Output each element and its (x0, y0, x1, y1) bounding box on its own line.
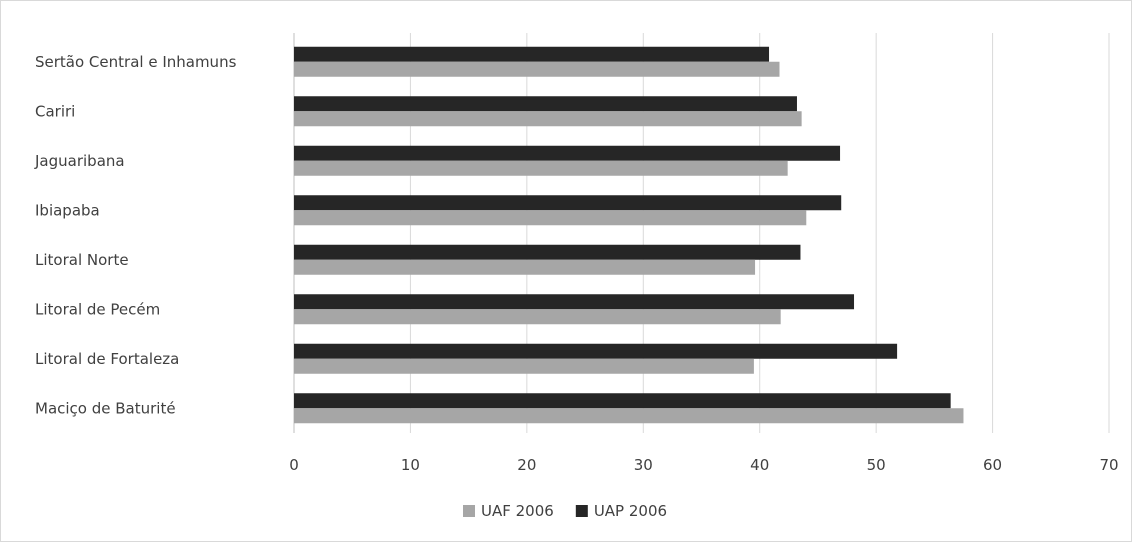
category-label: Litoral Norte (35, 251, 129, 269)
x-tick-label: 30 (634, 456, 653, 474)
bar-uap-2006 (294, 145, 841, 161)
bar-uaf-2006 (294, 358, 754, 374)
bar-uaf-2006 (294, 61, 780, 77)
bar-uap-2006 (294, 244, 801, 260)
bar-uap-2006 (294, 343, 898, 359)
bar-uap-2006 (294, 195, 842, 211)
x-tick-labels: 0 10 20 30 40 50 60 70 (289, 456, 1118, 474)
bar-uaf-2006 (294, 408, 964, 424)
category-label: Jaguaribana (34, 152, 125, 170)
legend-swatch (575, 505, 588, 517)
bars (294, 46, 964, 424)
category-label: Litoral de Fortaleza (35, 350, 179, 368)
bar-uap-2006 (294, 96, 797, 112)
x-tick-label: 70 (1099, 456, 1118, 474)
bar-uap-2006 (294, 393, 951, 409)
bar-uaf-2006 (294, 210, 807, 226)
bar-uap-2006 (294, 46, 770, 62)
category-label: Cariri (35, 102, 75, 120)
legend-label: UAP 2006 (594, 502, 667, 520)
bar-uaf-2006 (294, 111, 802, 127)
x-tick-label: 10 (401, 456, 420, 474)
legend: UAF 2006 UAP 2006 (463, 502, 667, 520)
category-label: Litoral de Pecém (35, 300, 160, 318)
x-tick-label: 50 (867, 456, 886, 474)
category-label: Ibiapaba (35, 201, 100, 219)
category-label: Maciço de Baturité (35, 399, 176, 417)
bar-uaf-2006 (294, 160, 788, 176)
legend-swatch (463, 505, 475, 517)
category-label: Sertão Central e Inhamuns (35, 53, 237, 71)
x-tick-label: 20 (517, 456, 536, 474)
x-tick-label: 40 (750, 456, 769, 474)
bar-uaf-2006 (294, 309, 781, 325)
bar-uaf-2006 (294, 259, 756, 275)
x-tick-label: 0 (289, 456, 299, 474)
legend-label: UAF 2006 (481, 502, 554, 520)
bar-uap-2006 (294, 294, 855, 310)
x-tick-label: 60 (983, 456, 1002, 474)
category-labels: Sertão Central e Inhamuns Cariri Jaguariba… (34, 53, 237, 418)
